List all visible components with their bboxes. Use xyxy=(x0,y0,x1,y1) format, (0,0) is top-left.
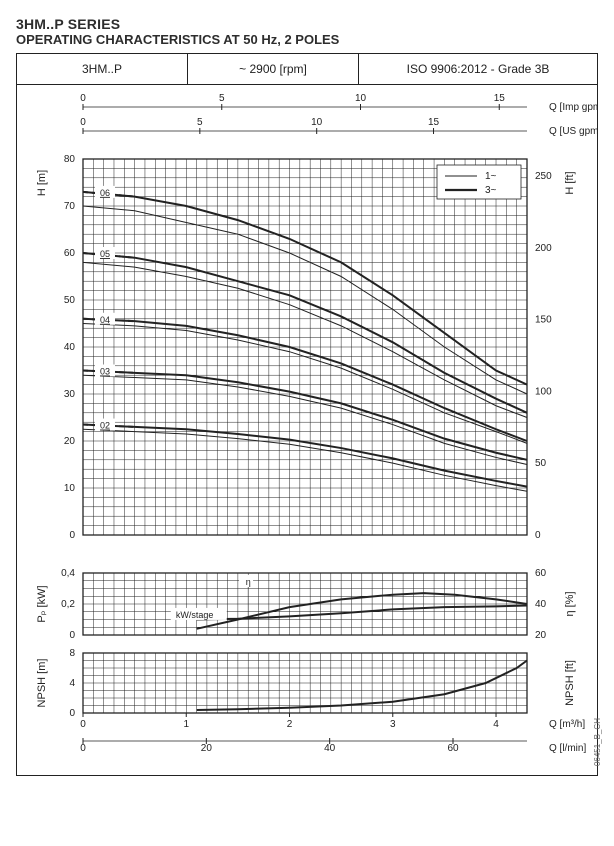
header-cell-iso: ISO 9906:2012 - Grade 3B xyxy=(359,54,597,84)
svg-text:NPSH [ft]: NPSH [ft] xyxy=(564,660,576,706)
svg-text:Pₚ [kW]: Pₚ [kW] xyxy=(36,585,48,622)
svg-text:Q [US gpm]: Q [US gpm] xyxy=(549,126,597,137)
series-title: 3HM..P SERIES xyxy=(16,16,598,32)
svg-text:150: 150 xyxy=(535,315,552,326)
title-block: 3HM..P SERIES OPERATING CHARACTERISTICS … xyxy=(16,16,598,47)
svg-text:30: 30 xyxy=(64,389,76,400)
svg-text:0: 0 xyxy=(69,708,75,719)
svg-text:04: 04 xyxy=(100,315,110,325)
header-cell-rpm: ~ 2900 [rpm] xyxy=(188,54,359,84)
svg-text:0,4: 0,4 xyxy=(61,568,75,579)
svg-text:0: 0 xyxy=(80,743,86,754)
svg-text:5: 5 xyxy=(219,93,225,104)
drawing-code: 06451_B_CH xyxy=(593,718,602,766)
header-cell-model: 3HM..P xyxy=(17,54,188,84)
svg-text:Q [l/min]: Q [l/min] xyxy=(549,743,586,754)
svg-text:50: 50 xyxy=(535,458,547,469)
svg-text:8: 8 xyxy=(69,648,75,659)
svg-text:4: 4 xyxy=(493,719,499,730)
svg-text:250: 250 xyxy=(535,171,552,182)
svg-text:η: η xyxy=(246,577,251,587)
svg-text:5: 5 xyxy=(197,117,203,128)
svg-text:03: 03 xyxy=(100,367,110,377)
svg-text:10: 10 xyxy=(355,93,367,104)
chart-subtitle: OPERATING CHARACTERISTICS AT 50 Hz, 2 PO… xyxy=(16,32,598,47)
svg-text:0: 0 xyxy=(80,93,86,104)
svg-text:1: 1 xyxy=(183,719,189,730)
svg-text:05: 05 xyxy=(100,249,110,259)
svg-text:40: 40 xyxy=(64,342,76,353)
svg-text:0: 0 xyxy=(69,530,75,541)
svg-text:kW/stage: kW/stage xyxy=(176,610,214,620)
svg-text:Q [Imp gpm]: Q [Imp gpm] xyxy=(549,102,597,113)
svg-text:3: 3 xyxy=(390,719,396,730)
chart-frame: 3HM..P ~ 2900 [rpm] ISO 9906:2012 - Grad… xyxy=(16,53,598,776)
svg-text:40: 40 xyxy=(535,599,547,610)
power-eta-chart: 0 0,2 0,4 Pₚ [kW] 20 40 60 η [%] η kW/stage xyxy=(17,565,597,645)
svg-text:3~: 3~ xyxy=(485,185,497,196)
svg-text:0: 0 xyxy=(80,117,86,128)
svg-text:Q [m³/h]: Q [m³/h] xyxy=(549,719,585,730)
chart-header-row: 3HM..P ~ 2900 [rpm] ISO 9906:2012 - Grad… xyxy=(17,54,597,85)
svg-text:06: 06 xyxy=(100,188,110,198)
svg-text:40: 40 xyxy=(324,743,336,754)
svg-text:4: 4 xyxy=(69,678,75,689)
svg-text:15: 15 xyxy=(428,117,440,128)
svg-text:60: 60 xyxy=(535,568,547,579)
svg-text:10: 10 xyxy=(311,117,323,128)
svg-text:20: 20 xyxy=(64,436,76,447)
svg-text:0: 0 xyxy=(69,630,75,641)
svg-text:02: 02 xyxy=(100,421,110,431)
svg-text:0: 0 xyxy=(80,719,86,730)
svg-text:70: 70 xyxy=(64,201,76,212)
svg-text:60: 60 xyxy=(64,248,76,259)
svg-text:10: 10 xyxy=(64,483,76,494)
svg-text:H [m]: H [m] xyxy=(36,170,48,196)
svg-text:η [%]: η [%] xyxy=(564,591,576,616)
svg-text:80: 80 xyxy=(64,154,76,165)
svg-text:1~: 1~ xyxy=(485,171,497,182)
svg-text:15: 15 xyxy=(494,93,506,104)
svg-text:50: 50 xyxy=(64,295,76,306)
svg-text:100: 100 xyxy=(535,386,552,397)
svg-text:200: 200 xyxy=(535,243,552,254)
svg-text:60: 60 xyxy=(447,743,459,754)
svg-text:20: 20 xyxy=(201,743,213,754)
svg-text:0,2: 0,2 xyxy=(61,599,75,610)
main-hq-chart: 051015Q [Imp gpm]051015Q [US gpm]0102030… xyxy=(17,85,597,565)
npsh-chart: 0 4 8 NPSH [m] NPSH [ft] 0 1 2 3 4 Q [m³/h] 0 20 40 60… xyxy=(17,645,597,775)
svg-text:0: 0 xyxy=(535,530,541,541)
svg-text:H [ft]: H [ft] xyxy=(564,171,576,194)
svg-text:20: 20 xyxy=(535,630,547,641)
svg-text:2: 2 xyxy=(287,719,293,730)
svg-text:NPSH [m]: NPSH [m] xyxy=(36,659,48,708)
